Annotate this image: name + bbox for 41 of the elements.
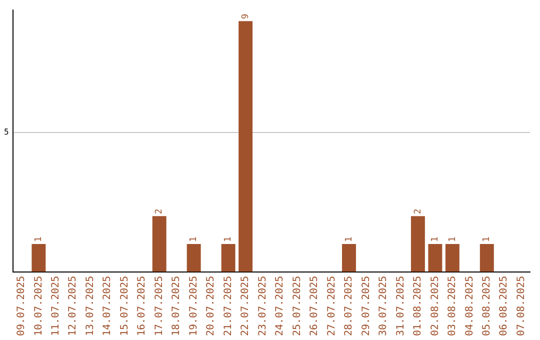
- x-tick-label: 31.07.2025: [395, 276, 406, 336]
- x-tick-label: 22.07.2025: [240, 276, 252, 336]
- x-tick-label: 02.08.2025: [430, 276, 441, 336]
- x-tick-label: 21.07.2025: [222, 276, 234, 336]
- x-tick-label: 13.07.2025: [84, 276, 96, 336]
- x-tick-label: 11.07.2025: [50, 276, 62, 336]
- x-tick-label: 09.07.2025: [16, 276, 28, 336]
- x-tick-label: 07.08.2025: [516, 276, 527, 336]
- y-tick-label: 5: [4, 128, 9, 137]
- x-tick-label: 14.07.2025: [102, 276, 114, 336]
- x-tick-label: 05.08.2025: [481, 276, 492, 336]
- data-label: 2: [154, 208, 165, 214]
- x-tick-label: 04.08.2025: [464, 276, 476, 336]
- x-tick-label: 26.07.2025: [309, 276, 320, 336]
- x-tick-label: 15.07.2025: [119, 276, 130, 336]
- data-label: 1: [224, 236, 234, 242]
- x-tick-label: 18.07.2025: [171, 276, 182, 336]
- x-tick-label: 03.08.2025: [447, 276, 458, 336]
- x-tick-label: 23.07.2025: [257, 276, 268, 336]
- data-label: 1: [448, 236, 458, 242]
- x-tick-label: 19.07.2025: [188, 276, 200, 336]
- x-tick-label: 30.07.2025: [378, 276, 390, 336]
- x-tick-label: 24.07.2025: [274, 276, 286, 336]
- x-tick-label: 16.07.2025: [136, 276, 148, 336]
- x-tick-label: 25.07.2025: [292, 276, 303, 336]
- x-tick-label: 01.08.2025: [412, 276, 424, 336]
- x-tick-label: 28.07.2025: [344, 276, 355, 336]
- x-tick-label: 20.07.2025: [206, 276, 217, 336]
- x-tick-label: 10.07.2025: [33, 276, 44, 336]
- data-label: 1: [344, 236, 354, 242]
- data-label: 1: [482, 236, 492, 242]
- x-tick-label: 29.07.2025: [360, 276, 372, 336]
- x-tick-label: 27.07.2025: [326, 276, 338, 336]
- data-label: 2: [413, 208, 424, 214]
- x-tick-label: 12.07.2025: [68, 276, 79, 336]
- data-label: 9: [240, 14, 251, 20]
- x-tick-label: 17.07.2025: [154, 276, 165, 336]
- data-label: 1: [430, 236, 441, 242]
- data-label: 1: [189, 236, 200, 242]
- x-tick-label: 06.08.2025: [498, 276, 510, 336]
- data-label: 1: [34, 236, 44, 242]
